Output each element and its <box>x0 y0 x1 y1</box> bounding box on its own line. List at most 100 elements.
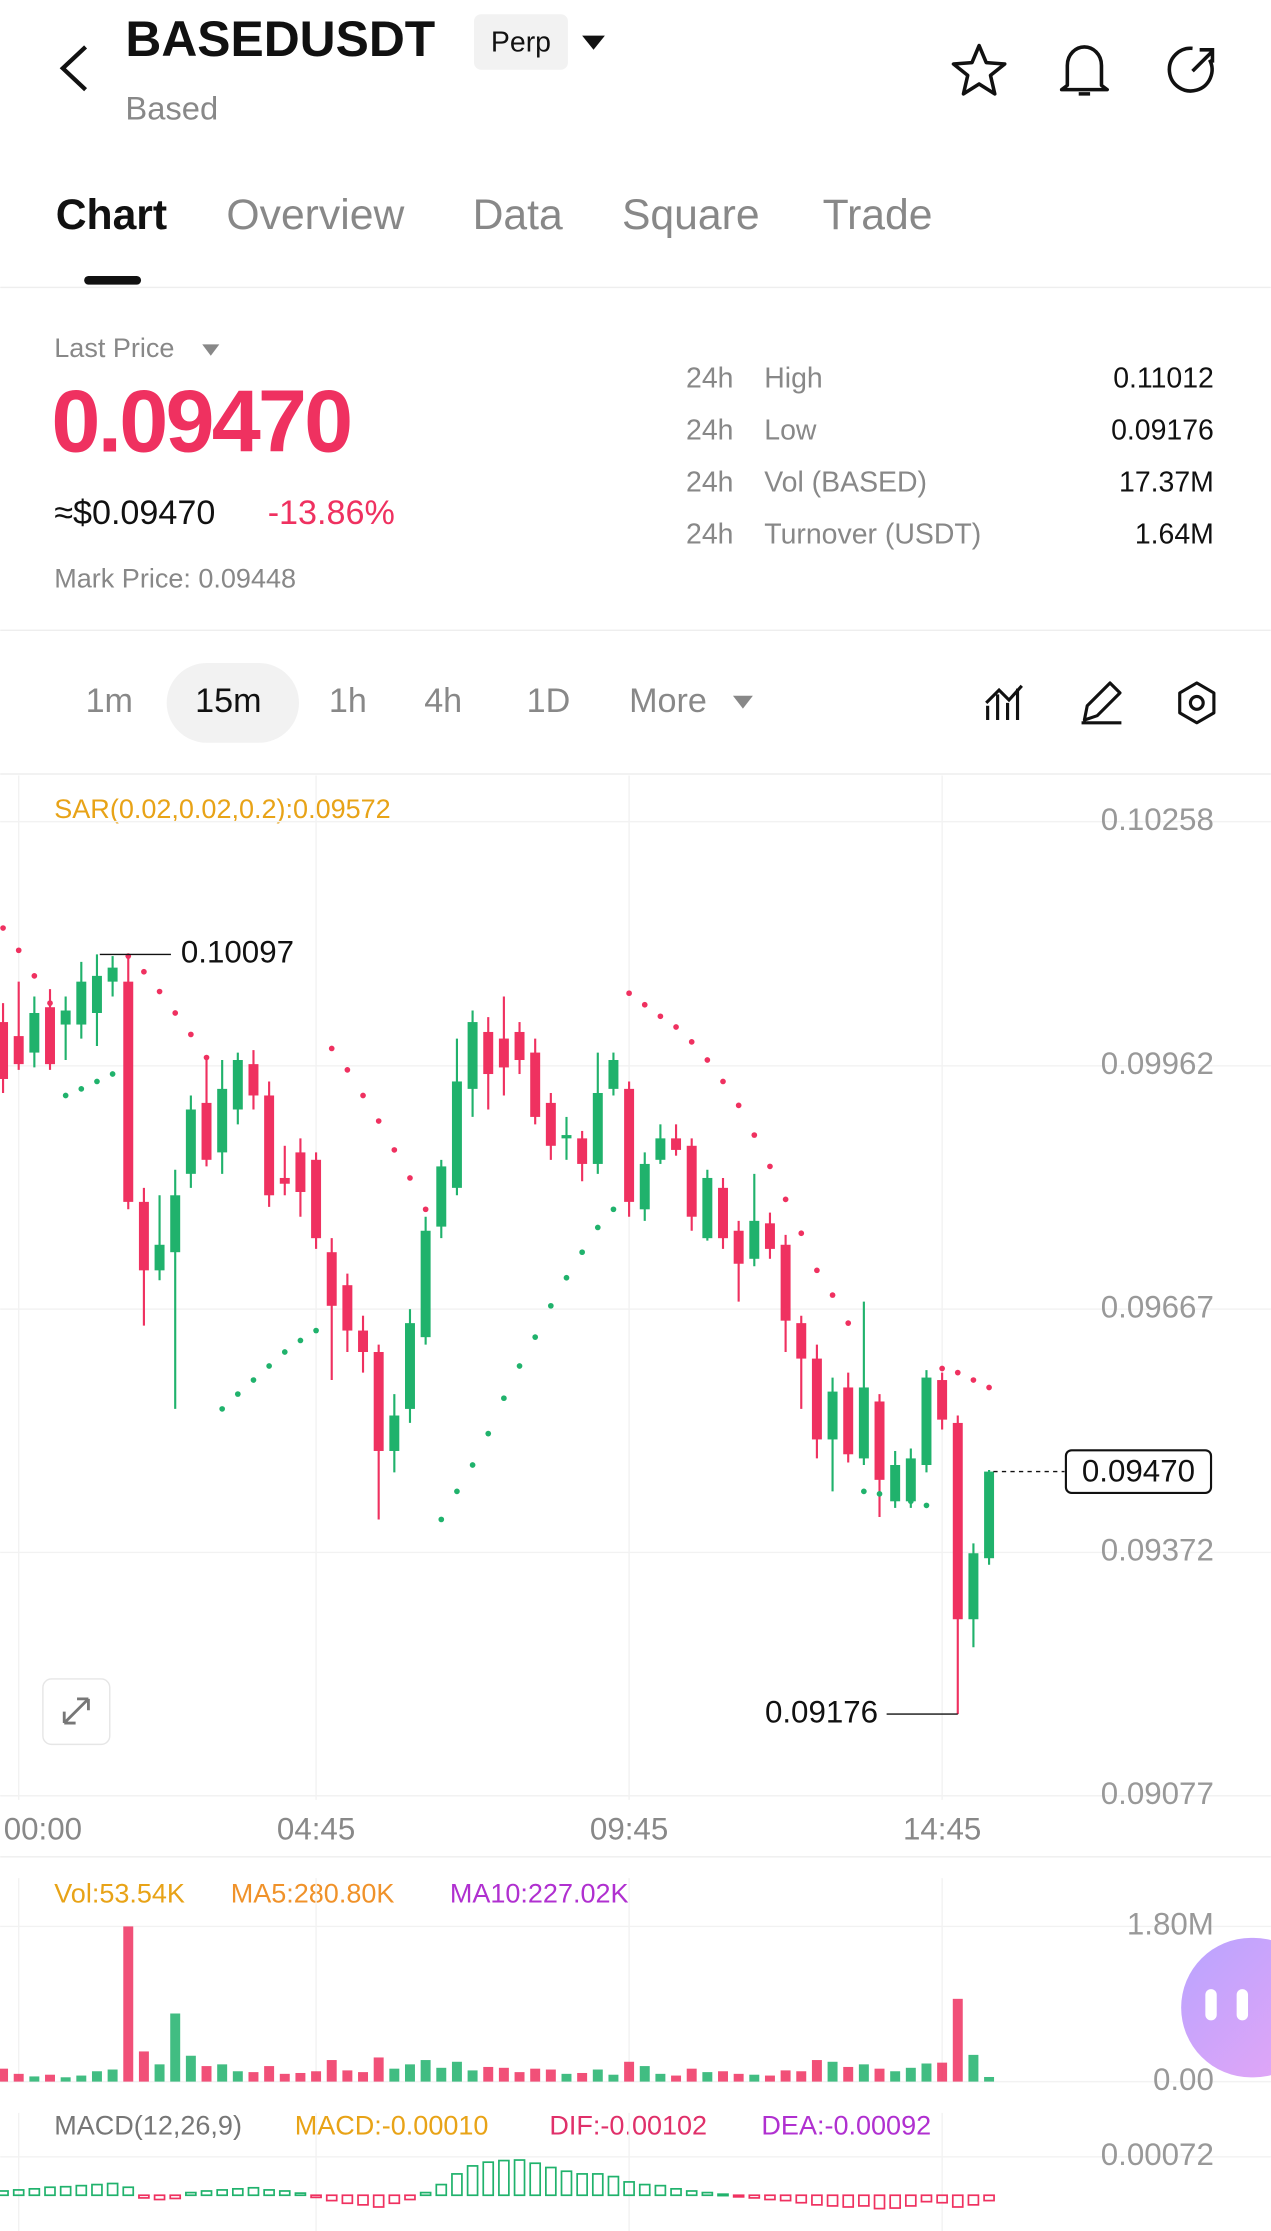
interval[interactable]: 4h <box>424 682 462 720</box>
candle-body <box>60 1010 71 1025</box>
macd-bar <box>858 2194 870 2207</box>
back-button[interactable] <box>59 45 88 92</box>
macd-bar <box>278 2190 291 2197</box>
sar-dot <box>0 925 6 931</box>
dropdown-icon[interactable] <box>582 35 605 50</box>
candle-body <box>154 1244 165 1271</box>
macd-bar <box>936 2194 948 2204</box>
usd-price: ≈$0.09470 <box>54 494 215 532</box>
candle-body <box>905 1458 916 1502</box>
macd-bar <box>983 2194 995 2202</box>
volume-bar <box>451 2061 462 2082</box>
tab-bar: Chart Overview Data Square Trade <box>56 191 933 239</box>
y-tick-label: 0.09962 <box>1101 1046 1214 1081</box>
interval[interactable]: 1D <box>527 682 571 720</box>
candle-body <box>45 1007 55 1065</box>
star-icon[interactable] <box>951 43 1007 96</box>
sar-dot <box>15 947 22 954</box>
candle-body <box>671 1138 682 1150</box>
macd-bar <box>231 2187 244 2197</box>
legend-entry: MACD:-0.00010 <box>295 2110 489 2140</box>
sar-dot <box>172 1010 179 1016</box>
sar-dot <box>438 1516 445 1523</box>
sar-dot <box>485 1430 492 1437</box>
candle-body <box>749 1220 760 1259</box>
macd-bar <box>576 2173 588 2197</box>
macd-bar <box>529 2162 542 2197</box>
candle-body <box>952 1422 963 1620</box>
assistant-bubble[interactable] <box>1181 1937 1271 2078</box>
settings-icon[interactable] <box>1178 681 1216 725</box>
indicator-icon[interactable] <box>985 684 1023 720</box>
candle-body <box>420 1230 431 1338</box>
tab[interactable]: Overview <box>226 191 404 239</box>
volume-bar <box>655 2073 666 2082</box>
x-tick-label: 04:45 <box>277 1811 355 1846</box>
assistant-eye[interactable] <box>1236 1989 1249 2021</box>
interval[interactable]: 1h <box>329 682 367 720</box>
candle-body <box>295 1152 306 1192</box>
tab[interactable]: Chart <box>56 191 167 239</box>
macd-bar <box>591 2173 604 2197</box>
badge-bg[interactable] <box>474 14 568 70</box>
interval[interactable]: 1m <box>86 682 133 720</box>
last-price-label[interactable]: Last Price <box>54 333 174 363</box>
candle-body <box>592 1093 603 1164</box>
share-icon[interactable] <box>1167 46 1214 93</box>
stat-period: 24h <box>686 362 733 394</box>
sar-dot <box>782 1196 789 1203</box>
volume-bar <box>389 2068 400 2082</box>
dropdown-icon[interactable] <box>202 344 220 356</box>
sar-dot <box>939 1365 945 1372</box>
interval[interactable]: 15m <box>195 682 261 720</box>
sar-dot <box>657 1013 664 1020</box>
sar-dot <box>156 988 163 995</box>
sar-dot <box>610 1206 617 1213</box>
sar-dot <box>594 1224 601 1231</box>
volume-bar <box>796 2071 807 2082</box>
macd-bar <box>404 2194 416 2201</box>
expand-icon[interactable] <box>62 1697 90 1725</box>
assistant-eye[interactable] <box>1205 1989 1217 2021</box>
tab[interactable]: Trade <box>823 191 933 239</box>
candle-body <box>232 1060 243 1110</box>
bell-icon[interactable] <box>1059 45 1109 96</box>
settings-icon-center[interactable] <box>1188 694 1205 711</box>
subtitle: Based <box>125 90 218 127</box>
volume-bar <box>514 2072 525 2082</box>
macd-bar <box>795 2194 808 2204</box>
sar-dot <box>454 1488 460 1495</box>
volume-bar <box>60 2077 71 2082</box>
tab[interactable]: Data <box>473 191 563 239</box>
interval[interactable]: More <box>629 682 707 720</box>
mark-price: Mark Price: 0.09448 <box>54 564 296 594</box>
badge[interactable]: Perp <box>491 27 551 59</box>
candle-body <box>358 1330 369 1352</box>
candle-body <box>843 1387 854 1455</box>
sar-dot <box>970 1377 977 1383</box>
candle-body <box>138 1201 149 1271</box>
sar-dot <box>579 1249 585 1256</box>
candle-body <box>545 1102 556 1146</box>
sar-dot <box>250 1377 257 1383</box>
stat-label: Turnover (USDT) <box>764 519 981 551</box>
macd-bar <box>372 2194 385 2208</box>
volume-bar <box>107 2069 118 2082</box>
draw-icon[interactable] <box>1081 681 1122 725</box>
volume-bar <box>671 2075 682 2082</box>
macd-bar <box>873 2194 886 2210</box>
sar-dot <box>78 1086 85 1092</box>
dropdown-icon[interactable] <box>732 695 753 709</box>
share-arrow[interactable] <box>1191 48 1215 73</box>
y-tick-label: 0.09667 <box>1101 1289 1214 1324</box>
sar-dot <box>188 1031 194 1038</box>
macd-bar <box>122 2186 135 2197</box>
stat-value: 0.11012 <box>1113 362 1214 394</box>
candle-body <box>217 1088 228 1153</box>
tab[interactable]: Square <box>622 191 760 239</box>
x-tick-label: 09:45 <box>590 1811 668 1846</box>
candle-body <box>185 1109 196 1174</box>
sar-dot <box>892 1493 899 1500</box>
candle-body <box>467 1022 478 1089</box>
